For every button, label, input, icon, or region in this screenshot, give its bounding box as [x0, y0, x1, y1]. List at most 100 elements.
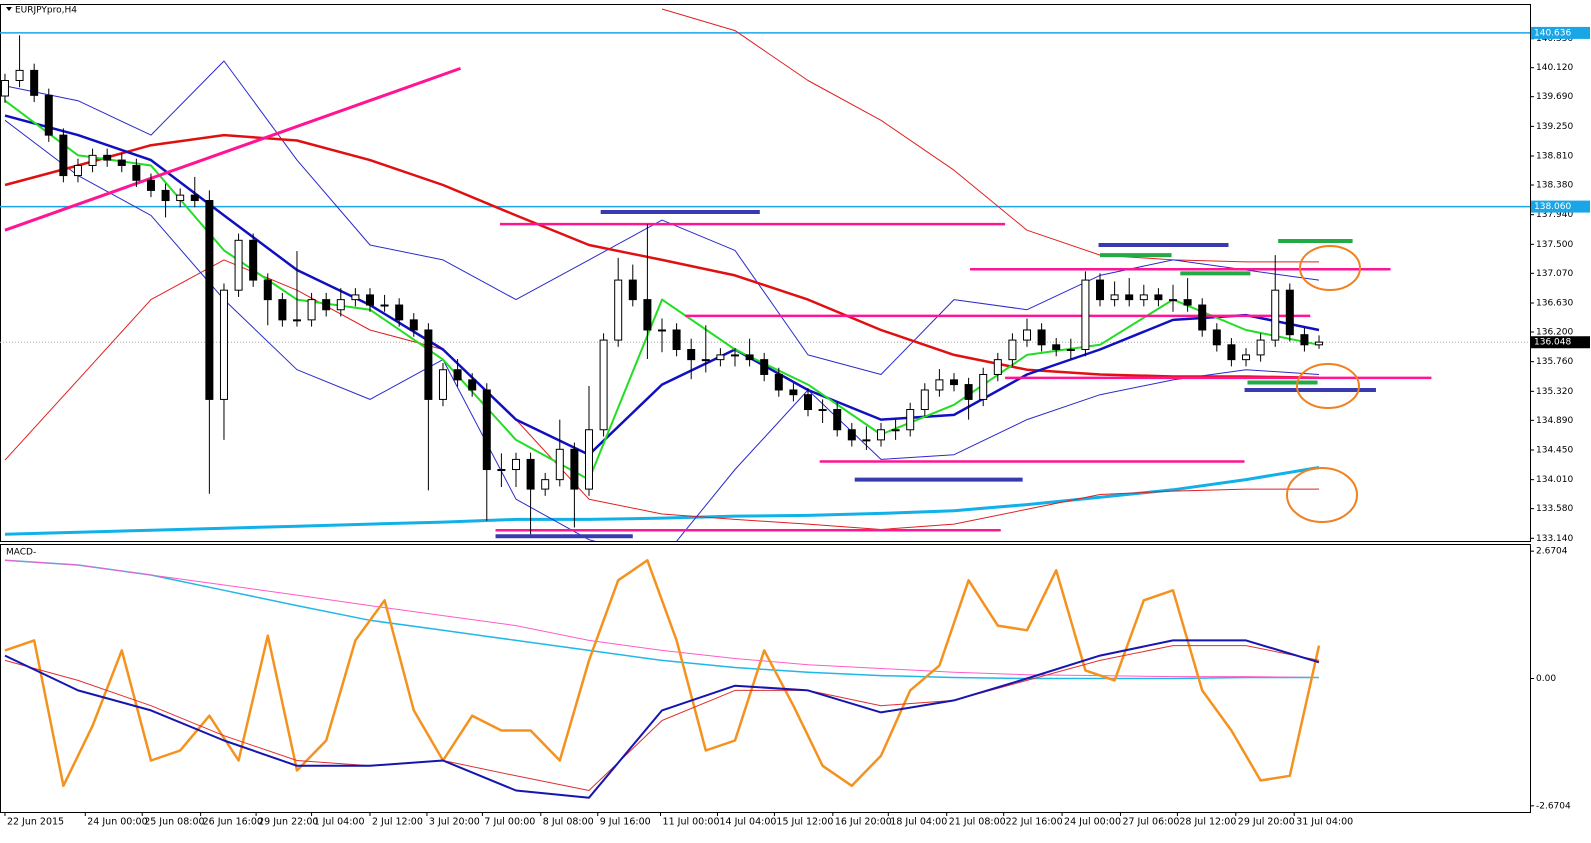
candle-body	[176, 194, 185, 202]
candle-body	[541, 479, 550, 490]
y-tick-label: 140.550	[1536, 34, 1573, 44]
candle-body	[44, 94, 53, 136]
candle-body	[365, 294, 374, 306]
y-tick-label: 139.250	[1536, 122, 1573, 132]
candle-body	[833, 409, 842, 431]
candle-body	[803, 394, 812, 411]
y-tick-label: 2.6704	[1536, 547, 1568, 557]
x-tick-label: 24 Jul 00:00	[1064, 817, 1121, 828]
candle-body	[468, 379, 477, 391]
y-tick-label: 138.380	[1536, 181, 1573, 191]
candle-body	[584, 429, 593, 490]
y-tick-label: 133.140	[1536, 534, 1573, 544]
y-tick-label: 135.760	[1536, 357, 1573, 367]
candle-body	[132, 164, 141, 181]
candle-body	[1242, 354, 1251, 361]
candle-body	[891, 429, 900, 432]
indicator-line	[4, 559, 1321, 788]
macd-title: MACD-	[6, 548, 36, 558]
candle-body	[570, 448, 579, 490]
candle-body	[614, 279, 623, 341]
x-tick-label: 28 Jul 12:00	[1179, 817, 1236, 828]
y-tick-label: 137.070	[1536, 269, 1573, 279]
plot-area	[4, 559, 1321, 799]
candle-body	[497, 469, 506, 472]
candle-body	[1066, 349, 1075, 352]
x-tick-label: 22 Jun 2015	[7, 817, 64, 828]
candle-body	[1037, 329, 1046, 346]
candle-body	[774, 373, 783, 391]
candle-body	[511, 458, 520, 471]
candle-body	[920, 389, 929, 411]
candle-body	[1096, 279, 1105, 301]
y-tick-label: 133.580	[1536, 504, 1573, 514]
candle-body	[687, 349, 696, 361]
x-tick-label: 8 Jul 08:00	[543, 817, 594, 828]
level-label-box	[1531, 26, 1590, 39]
candle-body	[409, 319, 418, 331]
indicator-line	[4, 114, 1320, 456]
last-price-label: 136.048	[1534, 338, 1571, 348]
candle-body	[1227, 344, 1236, 361]
candle-body	[453, 369, 462, 381]
candle-body	[292, 319, 301, 322]
candle-body	[103, 154, 112, 161]
y-tick-label: 0.00	[1536, 674, 1556, 684]
x-tick-label: 16 Jul 20:00	[835, 817, 892, 828]
candle-body	[336, 299, 345, 311]
indicator-line	[4, 133, 1320, 380]
candle-body	[789, 389, 798, 396]
candle-body	[1139, 294, 1148, 301]
candle-body	[322, 299, 331, 311]
candle-body	[482, 389, 491, 471]
x-tick-label: 29 Jul 20:00	[1238, 817, 1295, 828]
candle-body	[701, 359, 710, 362]
annotations	[1286, 245, 1361, 523]
candle-body	[979, 373, 988, 400]
candle-body	[249, 239, 258, 281]
x-tick-label: 25 Jun 08:00	[144, 817, 204, 828]
x-tick-label: 9 Jul 16:00	[600, 817, 651, 828]
y-tick-label: 136.630	[1536, 299, 1573, 309]
y-tick-label: 137.940	[1536, 210, 1573, 220]
candle-body	[380, 304, 389, 307]
y-tick-label: 134.890	[1536, 416, 1573, 426]
plot-layer: 133.140 133.580 134.010 134.450 134.890 135.3…	[0, 8, 1590, 828]
candle-body	[1300, 334, 1309, 346]
y-tick-label: 140.120	[1536, 63, 1573, 73]
indicator-line	[4, 559, 1319, 680]
y-tick-label: 139.690	[1536, 92, 1573, 102]
candle-body	[219, 289, 228, 400]
candle-body	[1125, 294, 1134, 301]
candle-body	[599, 339, 608, 431]
x-tick-label: 14 Jul 04:00	[719, 817, 776, 828]
x-tick-label: 7 Jul 00:00	[484, 817, 535, 828]
level-label: 138.060	[1534, 202, 1571, 212]
x-tick-label: 15 Jul 12:00	[776, 817, 833, 828]
ellipse-annotation	[1296, 363, 1360, 409]
candle-body	[1212, 329, 1221, 346]
indicator-line	[4, 466, 1320, 536]
candle-body	[395, 304, 404, 321]
candle-body	[278, 299, 287, 321]
candle-body	[964, 384, 973, 400]
x-tick-label: 29 Jun 22:00	[258, 817, 318, 828]
x-tick-label: 26 Jun 16:00	[203, 817, 263, 828]
candle-body	[745, 354, 754, 361]
candle-body	[205, 200, 214, 400]
candle-body	[628, 279, 637, 301]
candle-body	[15, 69, 24, 82]
candle-body	[643, 299, 652, 331]
candle-body	[438, 369, 447, 400]
candle-body	[263, 279, 272, 301]
candle-body	[1110, 294, 1119, 301]
candle-body	[993, 359, 1002, 375]
candle-body	[424, 329, 433, 400]
candle-body	[526, 458, 535, 490]
candle-body	[307, 299, 316, 321]
candle-body	[1285, 289, 1294, 336]
x-tick-label: 22 Jul 16:00	[1006, 817, 1063, 828]
y-tick-label: 134.010	[1536, 475, 1573, 485]
